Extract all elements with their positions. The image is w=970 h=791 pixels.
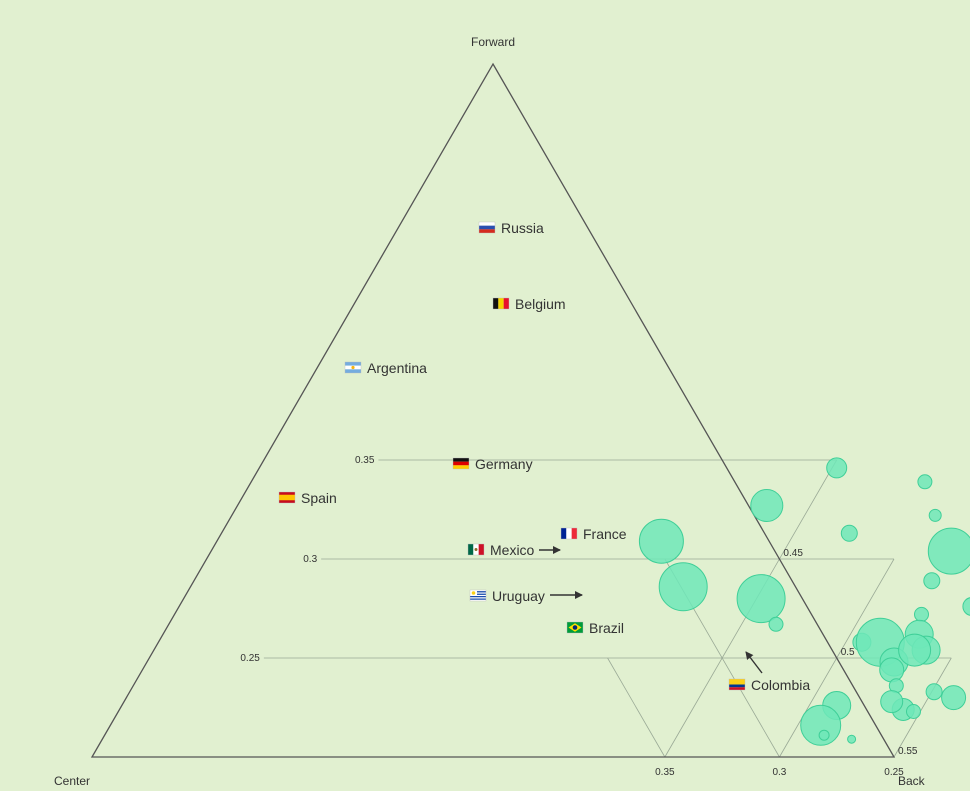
annotation-label: Uruguay <box>492 588 545 604</box>
bubble-point <box>736 574 786 624</box>
annotation-brazil: Brazil <box>566 620 624 636</box>
axis-title-center: Center <box>54 774 90 788</box>
annotation-belgium: Belgium <box>492 296 566 312</box>
annotation-argentina: Argentina <box>344 360 427 376</box>
annotations: Russia Belgium Argentina Germany Spain France… <box>278 220 810 693</box>
bubble-point <box>879 657 905 683</box>
colombia-flag-icon <box>728 678 746 691</box>
annotation-mexico: Mexico <box>467 542 535 558</box>
bubble-point <box>898 633 932 667</box>
bubble-point <box>658 562 708 612</box>
bubble-point <box>914 606 929 622</box>
bubbles <box>638 457 970 746</box>
annotation-germany: Germany <box>452 456 533 472</box>
annotation-colombia: Colombia <box>728 677 810 693</box>
bubble-point <box>768 616 784 632</box>
tick-label-back: 0.55 <box>898 746 918 757</box>
grid-line <box>607 657 666 758</box>
tick-label-center: 0.35 <box>655 767 675 778</box>
annotation-label: Argentina <box>367 360 427 376</box>
annotation-label: France <box>583 526 627 542</box>
annotation-label: Mexico <box>490 542 535 558</box>
bubble-point <box>750 489 784 522</box>
bubble-point <box>826 457 848 479</box>
tick-labels: 0.350.30.250.450.50.550.350.30.250.2 <box>240 455 918 778</box>
annotation-spain: Spain <box>278 490 337 506</box>
annotation-label: Brazil <box>589 620 624 636</box>
argentina-flag-icon <box>344 361 362 374</box>
bubble-point <box>928 508 942 522</box>
axis-title-forward: Forward <box>471 35 515 49</box>
bubble-point <box>927 527 970 575</box>
bubble-point <box>840 524 858 542</box>
bubble-point <box>906 704 921 719</box>
annotation-france: France <box>560 526 627 542</box>
bubble-point <box>847 734 857 744</box>
bubble-point <box>941 685 967 711</box>
bubble-point <box>925 683 943 701</box>
annotation-uruguay: Uruguay <box>469 588 545 604</box>
tick-label-center: 0.3 <box>772 767 786 778</box>
russia-flag-icon <box>478 221 496 234</box>
spain-flag-icon <box>278 491 296 504</box>
tick-label-center: 0.25 <box>884 767 904 778</box>
annotation-label: Colombia <box>751 677 810 693</box>
germany-flag-icon <box>452 457 470 470</box>
tick-label-forward: 0.3 <box>303 554 317 565</box>
annotation-label: Belgium <box>515 296 566 312</box>
bubble-point <box>818 729 830 741</box>
annotation-label: Germany <box>475 456 533 472</box>
bubble-point <box>800 704 842 746</box>
triangle-frame <box>90 62 896 758</box>
annotation-label: Russia <box>501 220 544 236</box>
bubble-point <box>880 690 904 714</box>
belgium-flag-icon <box>492 297 510 310</box>
axis-title-back: Back <box>898 774 926 788</box>
tick-label-back: 0.5 <box>841 647 855 658</box>
tick-label-back: 0.45 <box>783 548 803 559</box>
annotation-russia: Russia <box>478 220 544 236</box>
bubble-point <box>638 518 684 564</box>
arrow-colombia <box>745 651 763 674</box>
tick-label-forward: 0.25 <box>240 653 260 664</box>
france-flag-icon <box>560 527 578 540</box>
brazil-flag-icon <box>566 621 584 634</box>
bubble-point <box>923 572 941 590</box>
mexico-flag-icon <box>467 543 485 556</box>
bubble-point <box>962 597 970 616</box>
grid-line <box>893 657 952 758</box>
annotation-label: Spain <box>301 490 337 506</box>
tick-label-forward: 0.35 <box>355 455 375 466</box>
uruguay-flag-icon <box>469 589 487 602</box>
bubble-point <box>917 474 933 490</box>
